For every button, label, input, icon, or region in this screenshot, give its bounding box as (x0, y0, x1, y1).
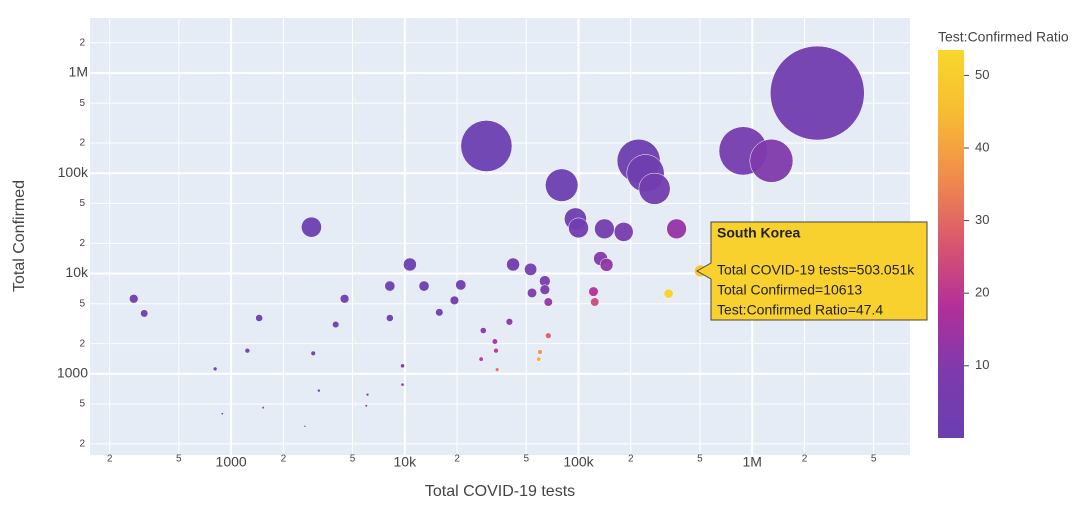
bubble (255, 314, 263, 322)
x-axis-title: Total COVID-19 tests (425, 483, 575, 500)
colorbar-tick-label: 30 (975, 212, 989, 227)
bubble (494, 367, 500, 372)
colorbar (938, 50, 964, 438)
y-tick-label: 1000 (57, 365, 88, 381)
bubble (478, 356, 484, 362)
x-tick-label: 1000 (216, 454, 247, 470)
y-tick-label: 5 (79, 98, 85, 109)
bubble (460, 120, 513, 172)
colorbar-tick-label: 40 (975, 139, 989, 154)
bubble (386, 314, 394, 322)
y-tick-label: 10k (65, 264, 89, 280)
y-tick-label: 5 (79, 399, 85, 410)
bubble (663, 288, 674, 299)
colorbar-title: Test:Confirmed Ratio (938, 29, 1069, 45)
bubble (613, 222, 634, 242)
bubble (599, 258, 614, 272)
bubble (749, 138, 794, 183)
x-tick-label: 5 (350, 454, 356, 465)
bubble (543, 297, 553, 307)
y-tick-label: 5 (79, 298, 85, 309)
bubble (400, 363, 405, 369)
x-tick-label: 2 (628, 454, 634, 465)
bubble (310, 350, 316, 356)
bubble (449, 295, 460, 305)
bubble (479, 327, 487, 334)
bubble (303, 424, 307, 428)
x-tick-label: 1M (742, 454, 761, 470)
bubble (493, 347, 499, 354)
bubble (400, 382, 405, 387)
bubble (332, 320, 340, 329)
bubble (129, 294, 139, 304)
x-tick-label: 2 (107, 454, 113, 465)
bubble (220, 412, 224, 416)
bubble (590, 297, 600, 307)
y-tick-label: 2 (79, 138, 85, 149)
x-tick-label: 5 (176, 454, 182, 465)
bubble (435, 308, 444, 317)
bubble (455, 279, 467, 291)
bubble (568, 217, 589, 239)
x-tick-label: 2 (802, 454, 808, 465)
hover-label: South Korea Total COVID-19 tests=503.051… (695, 221, 928, 321)
bubble (140, 309, 149, 318)
bubble (339, 294, 350, 304)
bubble (506, 257, 520, 272)
hover-box (695, 221, 928, 321)
bubble (384, 280, 396, 292)
hover-line: Total COVID-19 tests=503.051k (717, 262, 915, 278)
bubble (364, 404, 368, 408)
bubble (588, 286, 599, 297)
bubble (539, 284, 551, 295)
bubble (594, 218, 615, 239)
y-tick-label: 2 (79, 439, 85, 450)
colorbar-tick-label: 50 (975, 67, 989, 82)
bubble (638, 172, 671, 205)
y-tick-label: 100k (58, 164, 89, 180)
bubble (418, 280, 430, 292)
bubble (212, 366, 218, 372)
x-tick-label: 2 (454, 454, 460, 465)
hover-line: Test:Confirmed Ratio=47.4 (717, 302, 883, 318)
bubble (524, 262, 538, 276)
bubble (770, 45, 865, 141)
bubble (403, 257, 417, 272)
hover-title: South Korea (717, 225, 800, 241)
x-tick-label: 100k (563, 454, 594, 470)
hover-line: Total Confirmed=10613 (717, 282, 862, 298)
y-tick-label: 1M (69, 64, 88, 80)
bubble (536, 356, 542, 362)
bubble (527, 287, 538, 298)
x-tick-label: 10k (394, 454, 418, 470)
y-tick-label: 2 (79, 238, 85, 249)
y-tick-label: 2 (79, 338, 85, 349)
y-tick-label: 5 (79, 198, 85, 209)
x-tick-label: 5 (697, 454, 703, 465)
bubble (261, 406, 265, 410)
y-axis-title: Total Confirmed (11, 180, 28, 292)
bubble (537, 349, 543, 355)
bubble (317, 388, 321, 393)
bubble (365, 392, 370, 397)
x-tick-label: 5 (523, 454, 529, 465)
x-tick-label: 5 (871, 454, 877, 465)
bubble (666, 218, 687, 239)
bubble (491, 338, 498, 345)
y-tick-label: 2 (79, 37, 85, 48)
bubble (545, 168, 579, 202)
bubble (244, 347, 251, 354)
bubble (545, 332, 552, 339)
colorbar-tick-label: 10 (975, 357, 989, 372)
x-tick-label: 2 (281, 454, 287, 465)
bubble (505, 318, 514, 326)
bubble (301, 216, 322, 238)
colorbar-tick-label: 20 (975, 285, 989, 300)
